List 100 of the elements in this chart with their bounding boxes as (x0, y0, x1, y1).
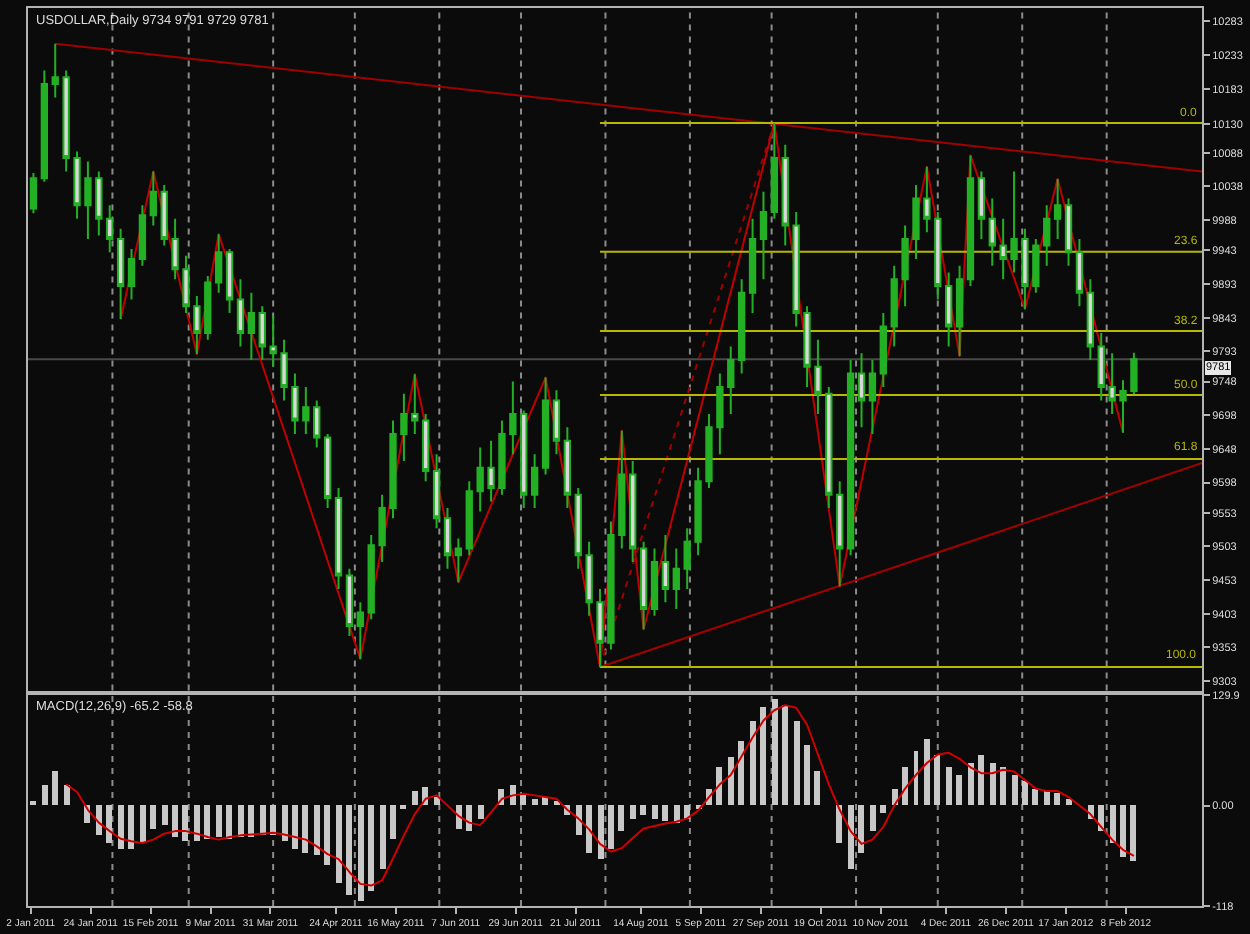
candlestick (334, 486, 343, 590)
candlestick (29, 171, 38, 215)
bar (870, 805, 876, 832)
bar (1110, 805, 1116, 844)
bar (738, 741, 744, 806)
candlestick (563, 426, 571, 510)
candlestick (955, 264, 964, 357)
bar (162, 805, 168, 826)
bar (64, 785, 70, 806)
candlestick (138, 204, 147, 267)
candlestick (629, 460, 637, 563)
candlestick (454, 537, 463, 584)
bar (182, 805, 188, 842)
bar (172, 805, 178, 838)
bar (914, 751, 918, 806)
bar (1000, 767, 1006, 806)
bar (782, 705, 788, 806)
candlestick (650, 547, 659, 617)
candlestick (770, 122, 779, 220)
bar (324, 805, 330, 866)
bar (380, 805, 386, 870)
candlestick (748, 217, 757, 314)
bar (358, 805, 364, 902)
bar (848, 805, 854, 870)
bar (128, 805, 134, 850)
bar (598, 805, 604, 860)
bar (630, 805, 636, 820)
bar (946, 767, 952, 806)
bar (150, 805, 156, 830)
candlestick (1053, 177, 1062, 240)
candlestick (1075, 237, 1084, 308)
candlestick (40, 69, 49, 183)
bar (238, 805, 244, 838)
bar (106, 805, 112, 844)
bar (302, 805, 308, 854)
bar (1130, 805, 1136, 862)
bar (52, 771, 58, 806)
bar (336, 805, 342, 884)
bar (1022, 781, 1028, 806)
candlestick (977, 170, 986, 240)
bar (1120, 805, 1126, 858)
candlestick (879, 311, 887, 388)
bar (292, 805, 298, 850)
bar (466, 805, 472, 832)
bar (42, 785, 48, 806)
candlestick (422, 412, 430, 483)
candlestick (530, 453, 539, 510)
bar (956, 775, 962, 806)
candlestick (443, 507, 452, 570)
bar (532, 799, 538, 806)
candlestick (966, 154, 975, 287)
candlestick (1064, 197, 1073, 267)
candlestick (541, 376, 550, 476)
candlestick (345, 567, 354, 638)
bar (772, 699, 778, 806)
candlestick (738, 278, 746, 375)
bar (902, 767, 908, 806)
bar (586, 805, 592, 854)
bar (1012, 775, 1018, 806)
bar (652, 805, 658, 820)
bar (346, 805, 352, 896)
candlestick (846, 359, 855, 557)
bar (412, 791, 418, 806)
bar (576, 805, 582, 836)
candlestick (432, 453, 441, 530)
bar (760, 707, 766, 806)
candlestick (247, 291, 256, 362)
bar (248, 805, 254, 838)
bar (368, 805, 374, 892)
candlestick (116, 227, 125, 320)
candlestick (465, 480, 473, 557)
bar (640, 805, 646, 816)
bar (608, 805, 614, 850)
bar (1054, 793, 1060, 806)
bar (968, 763, 974, 806)
bar (260, 805, 266, 836)
candlestick (149, 170, 157, 227)
bar (118, 805, 124, 850)
bar (924, 739, 930, 806)
bar (728, 757, 734, 806)
bar (934, 755, 940, 806)
bar (814, 771, 820, 806)
bar (804, 745, 810, 806)
candlestick (215, 233, 223, 294)
candlestick (945, 271, 953, 348)
bar (216, 805, 222, 838)
candlestick (868, 359, 877, 436)
candlestick (356, 601, 364, 660)
candlestick (323, 433, 332, 510)
candlestick (661, 534, 670, 604)
bar (990, 763, 996, 806)
bar (716, 767, 722, 806)
bar (880, 805, 886, 814)
bar (794, 721, 800, 806)
bar (618, 805, 624, 832)
candlestick (236, 278, 245, 348)
bar (282, 805, 288, 842)
bar (478, 805, 484, 820)
bar (226, 805, 232, 840)
bar (858, 805, 864, 854)
